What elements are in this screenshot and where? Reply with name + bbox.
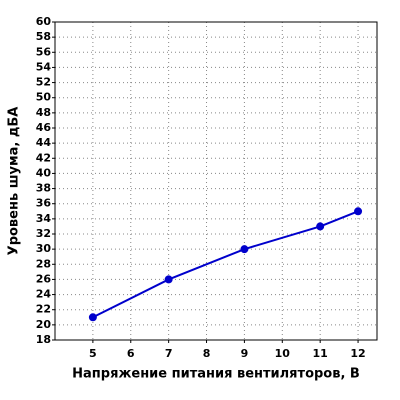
data-point [240, 245, 249, 254]
y-tick-label: 54 [36, 60, 52, 73]
y-tick-label: 60 [36, 15, 52, 28]
y-tick-label: 18 [36, 333, 51, 346]
data-point [354, 207, 363, 216]
y-tick-label: 58 [36, 30, 51, 43]
y-tick-label: 38 [36, 182, 51, 195]
y-tick-label: 46 [36, 121, 52, 134]
x-tick-label: 5 [89, 347, 97, 360]
y-tick-label: 20 [36, 318, 52, 331]
y-tick-label: 48 [36, 106, 51, 119]
y-tick-label: 24 [36, 288, 52, 301]
y-tick-label: 42 [36, 151, 51, 164]
x-tick-label: 11 [313, 347, 328, 360]
y-tick-label: 22 [36, 303, 51, 316]
x-tick-label: 10 [275, 347, 291, 360]
y-tick-label: 44 [36, 136, 52, 149]
y-tick-label: 28 [36, 257, 51, 270]
x-axis-label: Напряжение питания вентиляторов, В [72, 367, 360, 382]
plot-frame [54, 21, 378, 341]
y-tick-label: 30 [36, 242, 52, 255]
x-tick-label: 8 [203, 347, 211, 360]
y-tick-label: 36 [36, 197, 52, 210]
data-point [316, 222, 325, 231]
data-point [164, 275, 173, 284]
x-tick-label: 9 [241, 347, 249, 360]
x-tick-label: 12 [350, 347, 365, 360]
y-tick-label: 50 [36, 91, 52, 104]
y-tick-label: 34 [36, 212, 52, 225]
y-axis-label: Уровень шума, дБА [7, 107, 22, 256]
y-tick-label: 56 [36, 45, 52, 58]
y-tick-label: 32 [36, 227, 51, 240]
x-tick-label: 7 [165, 347, 173, 360]
data-point [88, 313, 97, 322]
x-tick-label: 6 [127, 347, 135, 360]
y-tick-label: 40 [36, 166, 52, 179]
y-tick-label: 26 [36, 272, 52, 285]
y-tick-label: 52 [36, 76, 51, 89]
